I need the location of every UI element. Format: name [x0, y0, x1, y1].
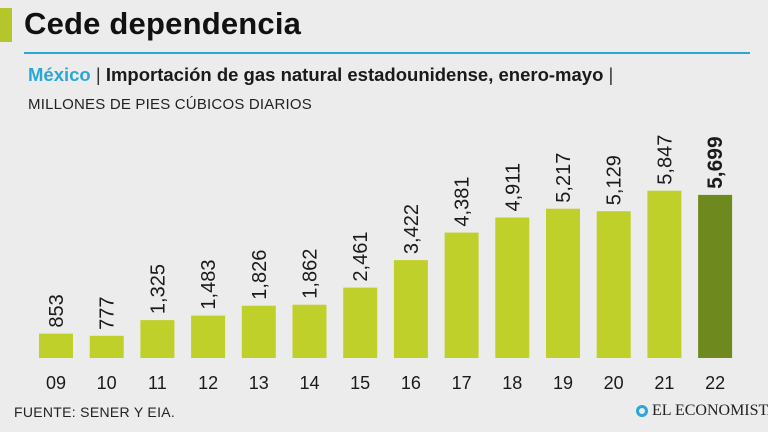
bar-12 [191, 315, 226, 358]
bar-22 [698, 194, 733, 358]
page-title: Cede dependencia [24, 6, 302, 41]
x-tick-label-12: 12 [198, 373, 218, 393]
value-label-09: 853 [46, 294, 68, 327]
value-label-13: 1,826 [249, 250, 271, 300]
value-label-17: 4,381 [452, 177, 474, 227]
bar-09 [39, 333, 73, 358]
bar-17 [444, 232, 479, 358]
bar-16 [393, 260, 428, 358]
title-accent-bar [0, 8, 12, 42]
units-label: MILLONES DE PIES CÚBICOS DIARIOS [28, 96, 312, 113]
brand-mark-icon [636, 405, 648, 417]
x-tick-label-21: 21 [654, 373, 674, 393]
subtitle-separator-end: | [608, 64, 614, 85]
bar-15 [343, 287, 378, 358]
x-tick-label-09: 09 [46, 373, 66, 393]
value-label-18: 4,911 [502, 163, 524, 212]
value-label-11: 1,325 [147, 264, 169, 314]
subtitle-country: México [28, 64, 91, 85]
bar-19 [546, 208, 580, 358]
subtitle-text: Importación de gas natural estadounidens… [105, 64, 604, 85]
value-label-20: 5,129 [604, 155, 626, 205]
bar-10 [89, 335, 124, 358]
x-tick-label-group: 09 10 11 12 13 14 15 16 17 18 19 20 21 22 [46, 373, 725, 393]
value-label-14: 1,862 [300, 249, 322, 299]
value-label-15: 2,461 [350, 232, 372, 282]
x-tick-label-16: 16 [401, 373, 421, 393]
bar-group [39, 190, 733, 358]
x-tick-label-14: 14 [299, 373, 319, 393]
x-tick-label-22: 22 [705, 373, 725, 393]
bar-13 [241, 305, 276, 358]
title-divider [24, 52, 750, 54]
x-tick-label-20: 20 [604, 373, 624, 393]
value-label-22: 5,699 [704, 136, 727, 189]
value-label-group: 853 777 1,325 1,483 1,826 1,862 2,461 3,422 4,38… [46, 135, 727, 330]
x-tick-label-18: 18 [502, 373, 522, 393]
value-label-16: 3,422 [401, 204, 423, 254]
bar-14 [292, 304, 327, 358]
x-tick-label-10: 10 [97, 373, 117, 393]
x-tick-label-13: 13 [249, 373, 269, 393]
x-tick-label-11: 11 [148, 373, 167, 393]
bar-18 [495, 217, 530, 358]
x-tick-label-19: 19 [553, 373, 573, 393]
bar-20 [596, 211, 631, 358]
brand-logo: EL ECONOMISTA [636, 402, 768, 420]
value-label-12: 1,483 [198, 260, 220, 310]
bar-21 [647, 190, 682, 358]
source-note: FUENTE: SENER Y EIA. [14, 404, 176, 420]
brand-name: EL ECONOMISTA [652, 402, 768, 419]
value-label-19: 5,217 [553, 153, 575, 203]
bar-11 [140, 320, 175, 358]
x-tick-label-15: 15 [350, 373, 370, 393]
subtitle-separator: | [95, 64, 101, 85]
chart-subtitle: México | Importación de gas natural esta… [28, 64, 613, 86]
value-label-21: 5,847 [654, 135, 676, 185]
value-label-10: 777 [97, 296, 119, 329]
x-tick-label-17: 17 [452, 373, 472, 393]
